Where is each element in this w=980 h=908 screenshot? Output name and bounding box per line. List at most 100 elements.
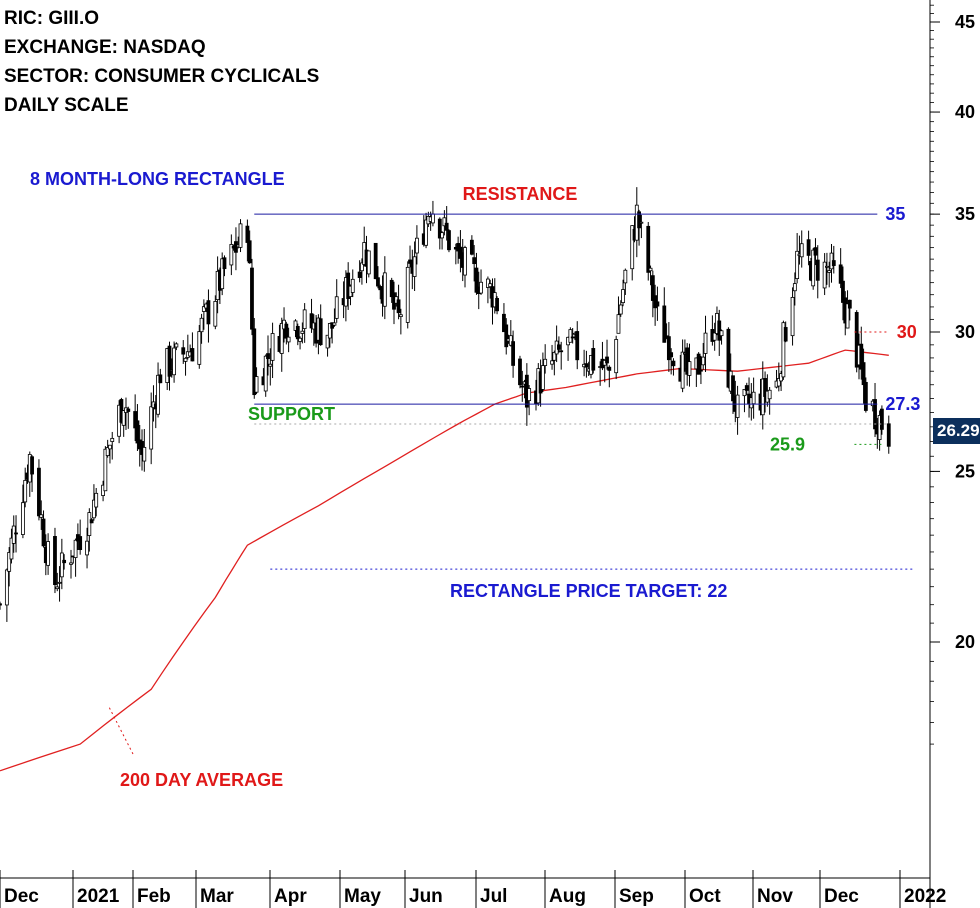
candle — [398, 308, 403, 335]
candle — [284, 321, 289, 345]
annotation-layer: 8 MONTH-LONG RECTANGLE RESISTANCE SUPPORT R… — [30, 169, 727, 790]
x-tick-label: Nov — [757, 886, 793, 907]
candle — [213, 295, 218, 330]
candle — [618, 300, 623, 317]
candle — [639, 214, 644, 239]
candle — [199, 313, 204, 344]
candle — [637, 209, 641, 246]
candle — [376, 266, 380, 289]
candle — [841, 266, 845, 321]
candle — [23, 467, 28, 508]
candle — [540, 352, 545, 392]
resistance-annotation: RESISTANCE — [463, 184, 578, 204]
y-tick-label: 20 — [955, 632, 975, 652]
candle — [245, 219, 250, 262]
candle — [133, 394, 138, 441]
candle — [85, 527, 89, 569]
candle — [110, 431, 115, 460]
candle — [190, 332, 195, 362]
candle — [469, 235, 474, 256]
candle — [735, 385, 740, 435]
candle — [0, 601, 2, 610]
candle — [126, 406, 131, 429]
candle — [879, 405, 884, 435]
candle — [87, 508, 92, 552]
candle — [201, 299, 206, 330]
x-tick-label: Dec — [824, 886, 859, 907]
candle — [605, 339, 609, 370]
candle — [366, 250, 371, 278]
candle — [300, 322, 305, 344]
x-tick-label: Aug — [549, 886, 586, 907]
candle — [444, 206, 449, 241]
candle — [680, 339, 685, 393]
candle — [726, 327, 731, 389]
candle — [268, 348, 273, 386]
candle — [229, 234, 234, 276]
x-tick-label: Apr — [274, 886, 307, 907]
candle — [463, 245, 467, 288]
y-tick-label: 25 — [955, 461, 975, 481]
candle — [861, 348, 866, 404]
candle — [11, 515, 16, 553]
candle — [424, 212, 428, 249]
x-tick-label: 2021 — [77, 886, 120, 907]
candle — [655, 286, 660, 321]
candle — [687, 343, 692, 387]
candle — [719, 329, 724, 345]
candle — [838, 248, 843, 289]
candle — [94, 488, 99, 517]
candle — [696, 352, 701, 375]
candle — [7, 547, 12, 587]
candle — [847, 299, 852, 321]
candle — [55, 572, 60, 592]
candle — [135, 404, 140, 451]
candle — [873, 382, 877, 438]
candle — [447, 229, 451, 253]
candle — [662, 287, 667, 343]
candle — [73, 538, 78, 577]
candle — [105, 439, 110, 458]
x-tick-label: Sep — [619, 886, 654, 907]
candle — [156, 362, 160, 418]
candle — [172, 341, 176, 383]
candle — [502, 303, 506, 333]
candle — [295, 323, 300, 346]
candle — [557, 336, 561, 353]
candle — [252, 318, 257, 399]
candle — [767, 387, 772, 415]
candle — [811, 248, 816, 290]
candle — [790, 287, 795, 346]
candle — [92, 484, 96, 521]
candle — [334, 279, 339, 323]
candle — [378, 284, 383, 300]
candle — [396, 284, 401, 320]
ma-annotation-leader — [107, 704, 134, 755]
candle — [302, 303, 307, 343]
x-tick-label: 2022 — [904, 886, 946, 907]
candle — [293, 319, 298, 338]
candle — [584, 350, 589, 378]
candle — [781, 320, 786, 380]
candle — [9, 528, 14, 564]
candle — [89, 518, 94, 524]
candle — [607, 365, 612, 388]
candle — [357, 260, 362, 283]
candle — [39, 500, 44, 530]
candle — [863, 377, 868, 413]
candle — [666, 322, 671, 372]
candle — [508, 320, 513, 347]
candle — [623, 268, 628, 295]
candle — [174, 342, 179, 351]
x-tick-label: Mar — [200, 886, 234, 907]
candle — [382, 256, 387, 320]
candle — [648, 265, 653, 286]
candle — [250, 258, 254, 336]
ma-annotation: 200 DAY AVERAGE — [120, 770, 283, 790]
candle — [511, 330, 516, 378]
candle — [247, 230, 252, 264]
support-annotation: SUPPORT — [248, 404, 335, 424]
scale-label: DAILY SCALE — [4, 95, 129, 116]
y-tick-label: 35 — [955, 204, 975, 224]
candle — [350, 269, 355, 298]
